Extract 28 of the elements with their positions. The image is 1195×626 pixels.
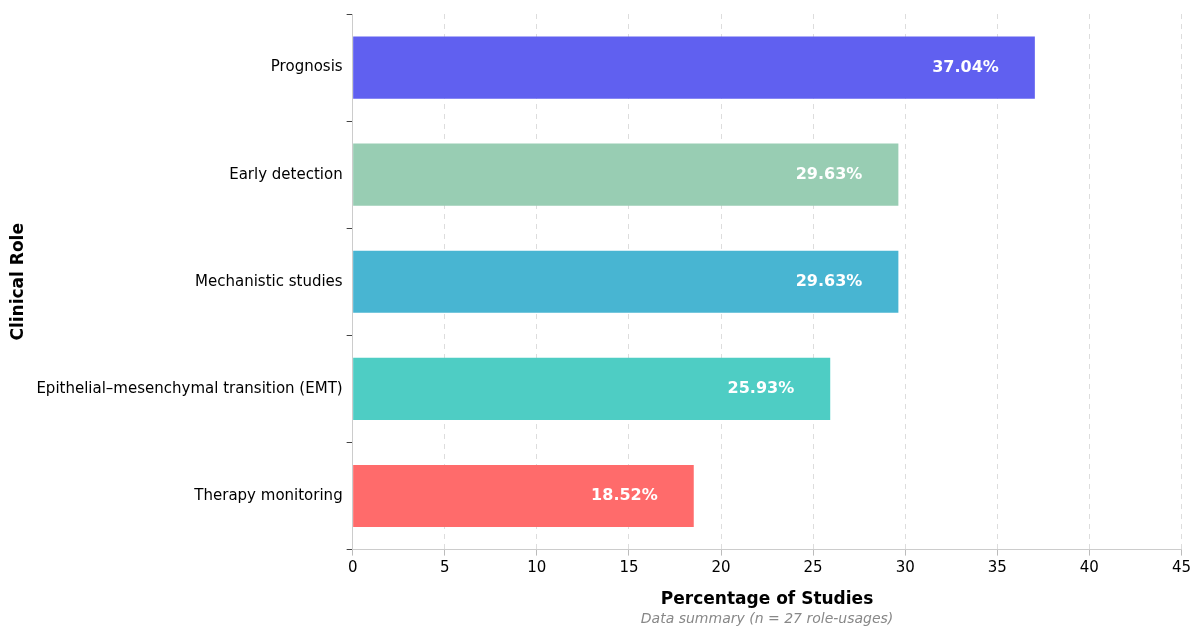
y-tick-label: Mechanistic studies bbox=[195, 271, 343, 290]
x-tick-label: 0 bbox=[347, 558, 358, 577]
x-tick-label: 15 bbox=[619, 558, 639, 577]
bar bbox=[353, 36, 1035, 99]
bar bbox=[353, 250, 899, 313]
data-label: 25.93% bbox=[727, 378, 795, 398]
data-label: 29.63% bbox=[795, 270, 863, 290]
data-label: 18.52% bbox=[591, 485, 658, 505]
y-tick-label: Epithelial–mesenchymal transition (EMT) bbox=[36, 378, 343, 397]
bar bbox=[353, 357, 831, 420]
data-label: 29.63% bbox=[795, 163, 863, 183]
y-tick-label: Early detection bbox=[229, 164, 343, 183]
bar bbox=[353, 464, 694, 528]
x-tick-label: 10 bbox=[527, 558, 547, 577]
y-tick-label: Prognosis bbox=[270, 57, 343, 76]
x-tick-label: 25 bbox=[803, 558, 823, 577]
x-tick-label: 20 bbox=[711, 558, 731, 577]
x-tick-label: 30 bbox=[895, 558, 915, 577]
x-tick-label: 5 bbox=[439, 558, 450, 577]
x-axis-title: Percentage of Studies bbox=[660, 588, 874, 609]
bar bbox=[353, 143, 899, 206]
x-tick-label: 40 bbox=[1079, 558, 1099, 577]
text: Data summary (n = 27 role-usages) bbox=[640, 609, 894, 626]
y-tick-label: Therapy monitoring bbox=[193, 485, 343, 504]
y-axis-title: Clinical Role bbox=[6, 223, 27, 341]
x-tick-label: 45 bbox=[1171, 558, 1191, 577]
data-label: 37.04% bbox=[932, 56, 999, 76]
x-tick-label: 35 bbox=[987, 558, 1007, 577]
